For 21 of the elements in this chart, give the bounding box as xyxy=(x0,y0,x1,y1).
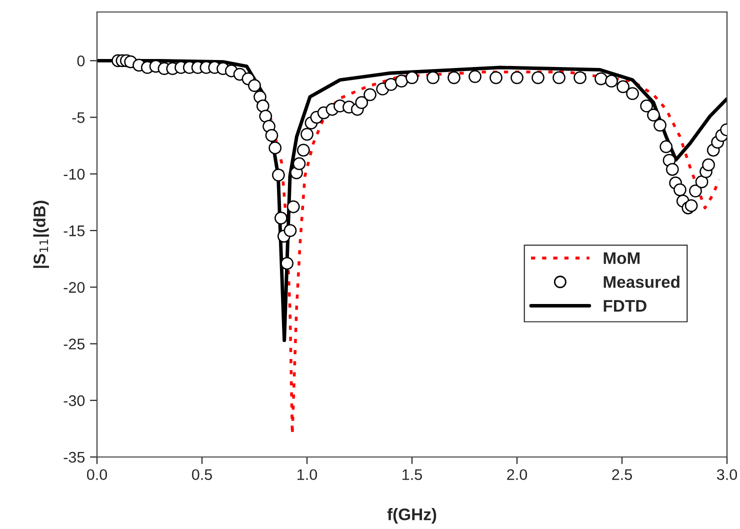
y-tick-label: -30 xyxy=(64,395,85,406)
x-tick-label: 1.5 xyxy=(402,469,422,480)
x-tick-label: 0.5 xyxy=(192,469,212,480)
y-axis-title: |S$_{11}$|(dB) xyxy=(33,200,50,268)
line-series xyxy=(97,58,727,342)
y-tick-label: -20 xyxy=(64,282,85,293)
x-tick-label: 1.0 xyxy=(298,469,318,480)
x-tick-label: 3.0 xyxy=(716,469,738,480)
x-tick-label: 2.0 xyxy=(507,469,528,480)
legend-label: Measured xyxy=(604,276,680,288)
x-axis-title: f(GHz) xyxy=(387,508,436,524)
y-tick-label: -10 xyxy=(64,168,85,180)
y-tick-label: -5 xyxy=(72,112,85,123)
legend-label: FDTD xyxy=(604,300,646,312)
x-tick-label: 0.0 xyxy=(86,469,108,480)
y-tick-label: 0 xyxy=(77,56,85,66)
x-tick-label: 2.5 xyxy=(612,469,632,480)
legend-label: MoM xyxy=(604,252,640,264)
y-tick-label: -15 xyxy=(64,226,85,236)
y-tick-label: -35 xyxy=(64,452,85,463)
y-tick-label: -25 xyxy=(64,338,85,350)
